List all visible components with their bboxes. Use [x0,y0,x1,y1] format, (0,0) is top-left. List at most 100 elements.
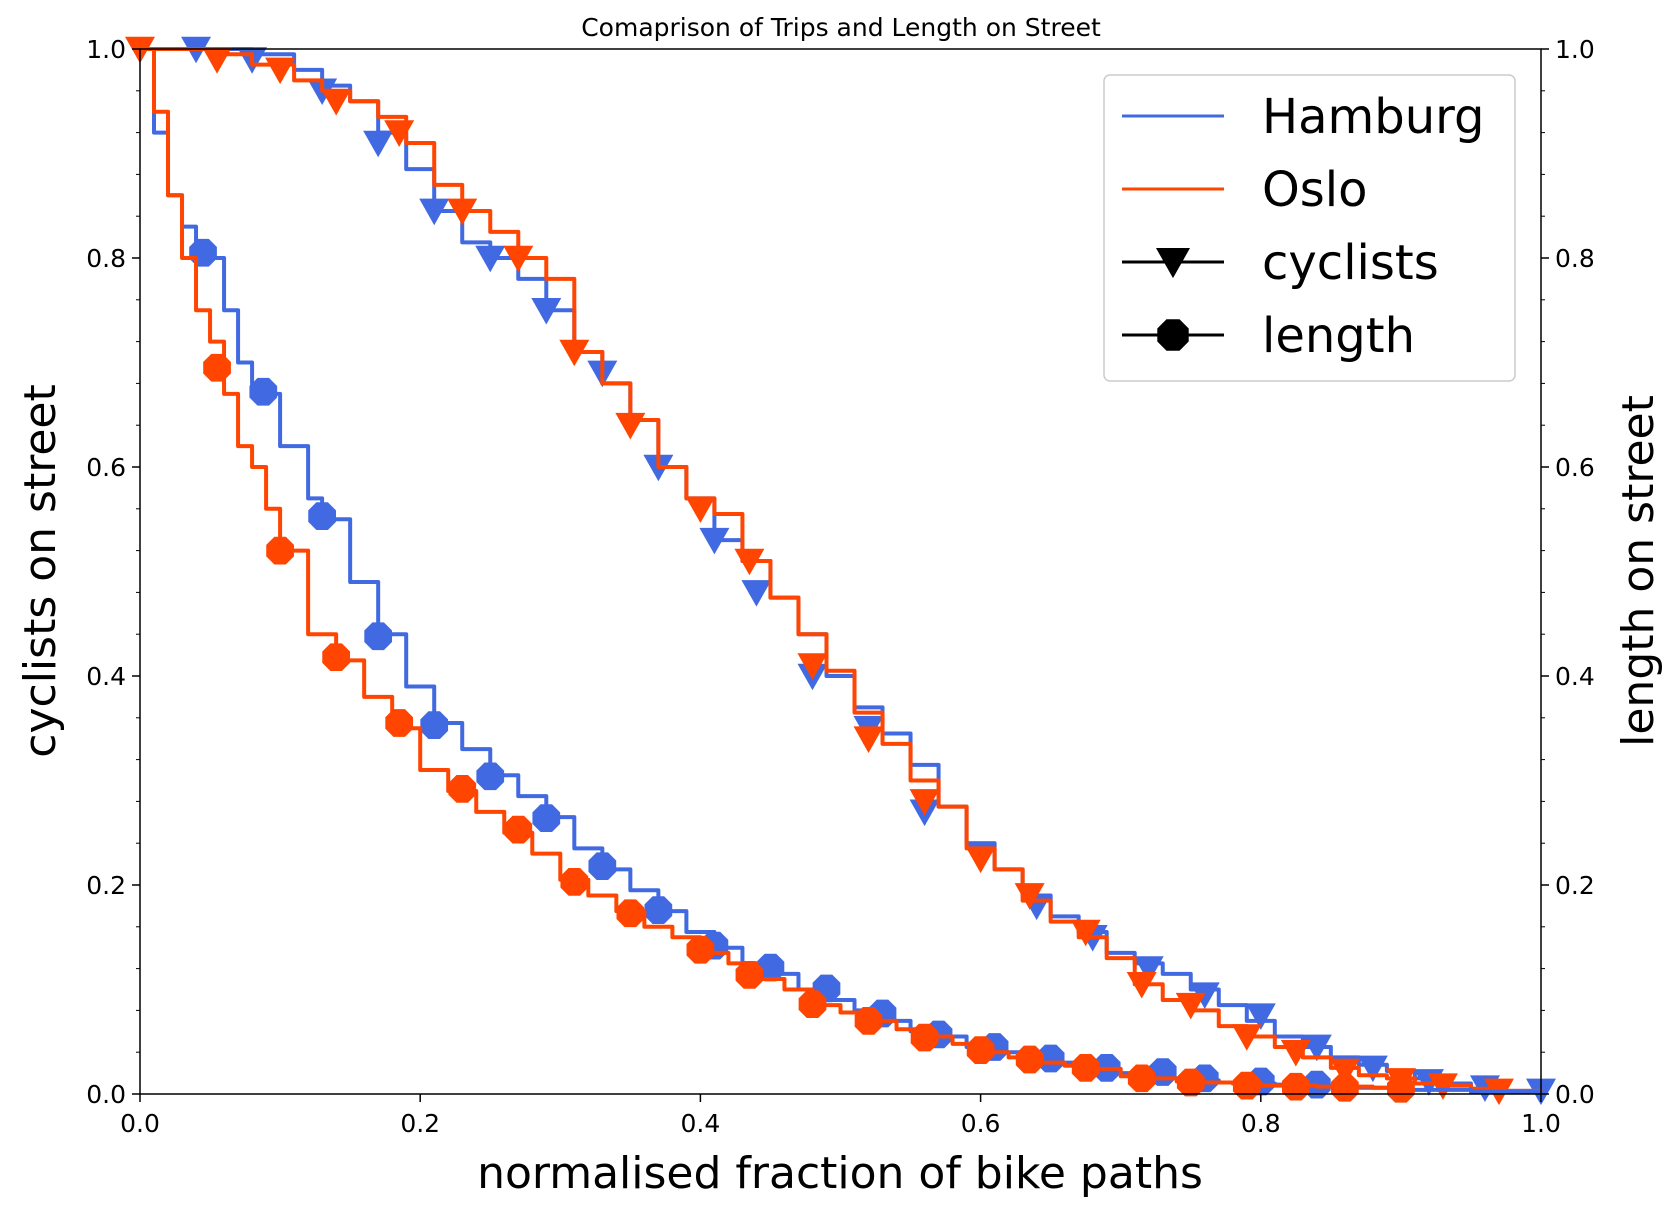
series-hamburg-cyclists [140,36,1556,1106]
legend-label: Oslo [1262,162,1368,218]
marker-hamburg-cyclists [363,130,394,158]
x-tick-label: 0.0 [120,1109,160,1138]
marker-oslo-cyclists [503,245,534,273]
legend-marker-triangle-icon [1156,248,1190,279]
marker-oslo-length [203,353,231,382]
marker-hamburg-cyclists [741,580,772,607]
y-right-tick-label: 0.6 [1555,453,1595,482]
marker-oslo-length [966,1036,995,1064]
y-right-tick-label: 0.8 [1555,244,1595,273]
marker-hamburg-cyclists [531,297,562,325]
marker-oslo-length [1176,1068,1205,1097]
legend-box [1103,74,1516,382]
marker-hamburg-length [364,622,393,651]
marker-hamburg-cyclists [699,527,730,555]
y-tick-label: 1.0 [86,35,126,64]
x-tick-label: 0.4 [681,1109,721,1138]
marker-oslo-length [266,536,294,565]
marker-oslo-cyclists [559,339,590,367]
marker-oslo-length [616,899,645,928]
marker-oslo-length [1331,1073,1359,1102]
y-right-tick-label: 0.2 [1555,871,1595,900]
x-tick-label: 0.2 [400,1109,440,1138]
marker-oslo-cyclists [1070,919,1101,947]
marker-oslo-cyclists [797,653,828,680]
y-right-tick-label: 1.0 [1555,35,1595,64]
marker-oslo-cyclists [1231,1024,1262,1051]
y-tick-label: 0.6 [86,453,126,482]
marker-oslo-cyclists [1427,1073,1458,1100]
marker-oslo-cyclists [384,120,415,147]
legend-item-hamburg: Hamburg [1122,89,1485,145]
marker-oslo-length [385,709,414,737]
marker-hamburg-cyclists [1133,956,1164,983]
marker-hamburg-cyclists [1357,1055,1388,1083]
marker-hamburg-length [420,711,449,739]
y-tick-label: 0.0 [86,1080,126,1109]
marker-hamburg-cyclists [1189,982,1220,1009]
legend-items: Hamburg Oslo cyclists length [1122,89,1485,364]
ticks-layer: 0.0 0.2 0.4 0.6 0.8 1.00.00.20.40.60.81.00.00… [86,35,1595,1138]
marker-oslo-length [504,815,533,844]
marker-oslo-cyclists [1126,971,1157,999]
marker-oslo-length [735,961,764,989]
marker-hamburg-cyclists [475,245,506,273]
legend-item-cyclists: cyclists [1122,235,1439,291]
marker-oslo-length [910,1023,939,1052]
legend-item-length: length [1122,308,1415,364]
marker-oslo-length [1232,1071,1261,1100]
marker-hamburg-cyclists [419,198,450,226]
marker-oslo-cyclists [1014,883,1045,910]
legend-item-oslo: Oslo [1122,162,1368,218]
chart-title: Comaprison of Trips and Length on Street [581,13,1101,42]
marker-oslo-length [1387,1074,1415,1103]
marker-hamburg-length [1036,1044,1065,1073]
marker-oslo-cyclists [265,57,296,85]
y-axis-right-label: length on street [1613,395,1664,747]
y-axis-label: cyclists on street [15,384,66,757]
marker-oslo-cyclists [615,412,646,440]
marker-oslo-cyclists [965,846,996,874]
legend-label: cyclists [1262,235,1439,291]
marker-hamburg-length [189,238,217,267]
marker-oslo-length [322,643,350,672]
marker-hamburg-length [644,896,673,924]
legend-label: Hamburg [1262,89,1485,145]
y-tick-label: 0.2 [86,871,126,900]
marker-hamburg-length [756,953,785,982]
marker-oslo-cyclists [909,789,940,816]
marker-hamburg-cyclists [1245,1003,1276,1030]
x-tick-label: 0.8 [1241,1109,1281,1138]
y-tick-label: 0.8 [86,244,126,273]
series-line-oslo-cyclists [140,47,1543,1094]
marker-oslo-length [560,868,589,896]
legend-marker-octagon-icon [1157,319,1189,351]
marker-oslo-cyclists [1280,1039,1311,1067]
marker-oslo-length [448,775,477,803]
marker-hamburg-length [588,852,617,881]
y-tick-label: 0.4 [86,662,126,691]
marker-oslo-length [1015,1045,1044,1074]
marker-oslo-length [1281,1072,1310,1101]
marker-oslo-cyclists [853,726,884,753]
x-tick-label: 1.0 [1521,1109,1561,1138]
marker-oslo-cyclists [1175,992,1206,1020]
marker-oslo-length [1071,1054,1100,1082]
legend: Hamburg Oslo cyclists length [1103,74,1516,382]
marker-oslo-cyclists [447,198,478,226]
marker-oslo-cyclists [202,47,233,74]
marker-hamburg-length [476,762,505,791]
marker-oslo-cyclists [734,548,765,576]
marker-hamburg-length [249,377,278,406]
x-axis-label: normalised fraction of bike paths [477,1148,1203,1199]
plot-frame [139,48,1542,1095]
marker-hamburg-length [308,502,336,530]
series-oslo-cyclists [125,36,1543,1106]
marker-oslo-length [854,1006,883,1035]
series-layer [125,36,1556,1106]
x-tick-label: 0.6 [961,1109,1001,1138]
marker-oslo-length [798,990,827,1018]
marker-oslo-cyclists [685,496,716,524]
